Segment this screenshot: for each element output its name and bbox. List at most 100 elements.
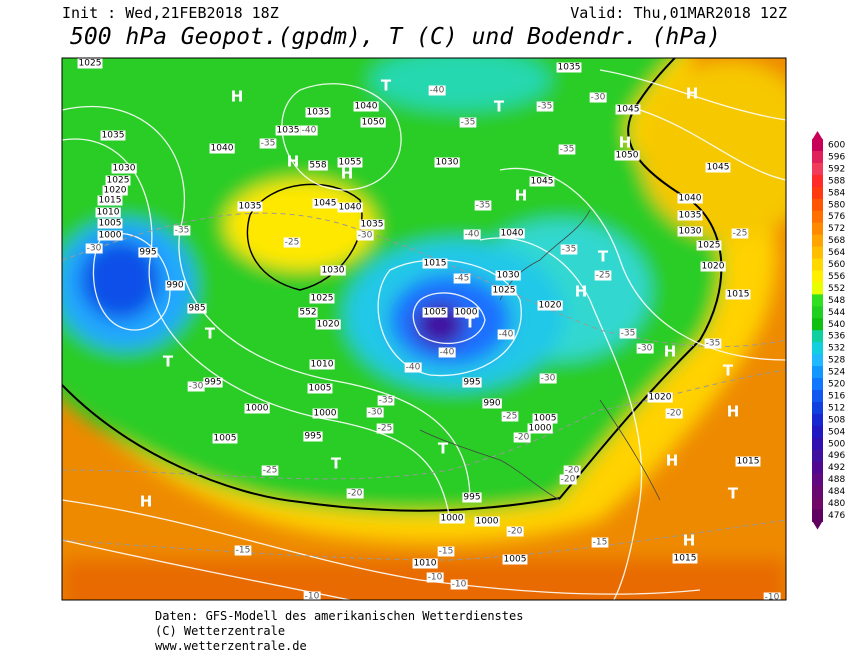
pressure-label: 1020 (104, 186, 127, 196)
pressure-label-group: 1030 (320, 265, 346, 276)
legend-swatch (812, 437, 823, 451)
pressure-label-box (412, 558, 438, 569)
temperature-label-group: -15 (437, 546, 455, 557)
pressure-label-box (187, 303, 207, 314)
pressure-label: 1040 (355, 102, 378, 112)
pressure-label-box (677, 193, 703, 204)
pressure-label-box (209, 143, 235, 154)
legend-label: 536 (828, 332, 845, 342)
pressure-center: H (619, 134, 632, 152)
temperature-label-box (559, 474, 577, 485)
temperature-label: -20 (561, 475, 576, 485)
pressure-center: T (494, 98, 505, 116)
pressure-label: 1050 (616, 151, 639, 161)
legend-label: 500 (828, 439, 845, 449)
pressure-center: T (163, 353, 174, 371)
legend-label: 568 (828, 236, 845, 246)
legend-swatch (812, 342, 823, 355)
pressure-label: 1000 (441, 514, 464, 524)
temperature-label-box (560, 244, 578, 255)
footer-source: Daten: GFS-Modell des amerikanischen Wet… (155, 609, 523, 623)
temperature-label: -25 (263, 466, 278, 476)
map-area: 1025103510301025102010151010100510009959… (62, 58, 786, 600)
legend-swatch (812, 485, 823, 499)
temperature-label-box (259, 138, 277, 149)
valid-time: Valid: Thu,01MAR2018 12Z (570, 4, 787, 22)
temperature-label-box (539, 373, 557, 384)
pressure-label-box (491, 285, 517, 296)
pressure-label-box (705, 162, 731, 173)
pressure-label-group: 995 (462, 377, 482, 388)
temperature-label-group: -40 (404, 362, 422, 373)
temperature-label: -40 (430, 86, 445, 96)
temperature-label-box (187, 381, 205, 392)
legend-swatch (812, 461, 823, 475)
temperature-label-box (536, 101, 554, 112)
pressure-label: 1040 (679, 194, 702, 204)
pressure-label-box (735, 456, 761, 467)
temperature-label-group: -40 (428, 85, 446, 96)
temperature-label: -20 (565, 466, 580, 476)
pressure-label: 1015 (674, 554, 697, 564)
legend-label: 544 (828, 308, 845, 318)
temperature-label: -45 (455, 274, 470, 284)
legend-label: 516 (828, 391, 845, 401)
pressure-label: 1055 (339, 158, 362, 168)
temperature-label-group: -20 (559, 474, 577, 485)
temperature-label-box (497, 329, 515, 340)
legend-label: 548 (828, 296, 845, 306)
pressure-label-group: 1000 (474, 516, 500, 527)
pressure-label: 990 (483, 399, 500, 409)
pressure-label: 1015 (99, 196, 122, 206)
temperature-label: -35 (560, 145, 575, 155)
temperature-label-group: -35 (474, 200, 492, 211)
pressure-label-box (309, 293, 335, 304)
pressure-label: 1005 (214, 434, 237, 444)
legend-label: 484 (828, 487, 845, 497)
temperature-label-box (474, 200, 492, 211)
legend-swatch (812, 234, 823, 248)
temperature-label: -20 (515, 433, 530, 443)
temperature-label-group: -15 (591, 537, 609, 548)
temperature-label-group: -30 (356, 230, 374, 241)
pressure-label-box (312, 408, 338, 419)
pressure-label-group: 1045 (312, 198, 338, 209)
pressure-center: T (205, 325, 216, 343)
temperature-label-box (591, 537, 609, 548)
height-label-group: 552 (298, 307, 318, 318)
temperature-label: -40 (499, 330, 514, 340)
pressure-label: 1030 (436, 158, 459, 168)
temperature-label-group: -20 (506, 526, 524, 537)
temperature-label: -35 (461, 118, 476, 128)
pressure-label-group: 1025 (309, 293, 335, 304)
pressure-center: H (140, 493, 153, 511)
temperature-label-box (453, 273, 471, 284)
pressure-label-group: 995 (203, 377, 223, 388)
pressure-label-group: 1030 (111, 163, 137, 174)
temperature-label: -30 (541, 374, 556, 384)
legend-label: 488 (828, 475, 845, 485)
legend-label: 540 (828, 320, 845, 330)
temperature-label: -20 (508, 527, 523, 537)
legend-label: 564 (828, 248, 845, 258)
temperature-label: -35 (175, 226, 190, 236)
temperature-label-box (437, 546, 455, 557)
pressure-label: 1030 (113, 164, 136, 174)
pressure-label: 1040 (211, 144, 234, 154)
legend-label: 600 (828, 141, 845, 151)
pressure-label-box (359, 219, 385, 230)
legend-label: 480 (828, 499, 845, 509)
pressure-label-box (677, 210, 703, 221)
temperature-label-box (234, 545, 252, 556)
legend-label: 512 (828, 403, 845, 413)
temperature-label-group: -20 (346, 488, 364, 499)
temperature-label-group: -25 (594, 270, 612, 281)
pressure-label: 1045 (531, 177, 554, 187)
pressure-label-group: 1010 (309, 359, 335, 370)
pressure-label-box (696, 240, 722, 251)
legend-label: 508 (828, 415, 845, 425)
pressure-label: 995 (304, 432, 321, 442)
temperature-label-box (404, 362, 422, 373)
pressure-center: T (723, 362, 734, 380)
pressure-label-box (312, 198, 338, 209)
